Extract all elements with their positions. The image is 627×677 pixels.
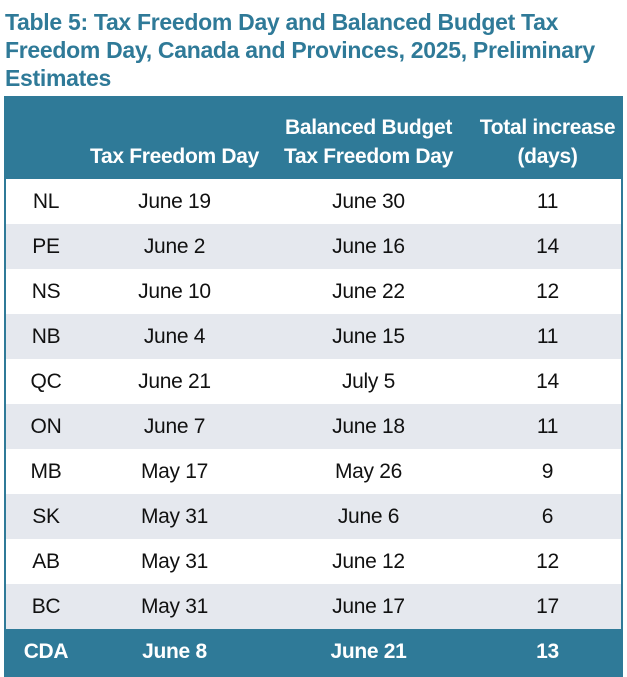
table-row: NS June 10 June 22 12: [6, 269, 621, 314]
cell-tax-freedom-day: June 19: [86, 179, 263, 224]
cell-region: QC: [6, 359, 86, 404]
cell-balanced-budget-tfd: July 5: [263, 359, 474, 404]
header-total-increase: Total increase (days): [474, 96, 621, 179]
cell-tax-freedom-day: May 31: [86, 584, 263, 629]
cell-total-increase: 17: [474, 584, 621, 629]
header-total-increase-line1: Total increase: [479, 116, 616, 139]
cell-region: NL: [6, 179, 86, 224]
cell-balanced-budget-tfd: June 30: [263, 179, 474, 224]
cell-region: PE: [6, 224, 86, 269]
header-balanced-budget-line2: Tax Freedom Day: [283, 145, 453, 168]
cell-region: BC: [6, 584, 86, 629]
cell-tax-freedom-day: June 2: [86, 224, 263, 269]
cell-total-increase: 12: [474, 269, 621, 314]
header-tax-freedom-day: Tax Freedom Day: [90, 145, 260, 168]
cell-total-increase: 11: [474, 179, 621, 224]
table-row: ON June 7 June 18 11: [6, 404, 621, 449]
header-balanced-budget-tfd: Balanced Budget Tax Freedom Day: [263, 96, 474, 179]
table-row: AB May 31 June 12 12: [6, 539, 621, 584]
table-container: Tax Freedom Day Balanced Budget Tax Free…: [4, 96, 623, 677]
table-row: BC May 31 June 17 17: [6, 584, 621, 629]
cell-balanced-budget-tfd: June 18: [263, 404, 474, 449]
table-row: NL June 19 June 30 11: [6, 179, 621, 224]
cell-balanced-budget-tfd: June 22: [263, 269, 474, 314]
cell-region: NS: [6, 269, 86, 314]
cell-total-increase: 14: [474, 359, 621, 404]
cell-balanced-budget-tfd: June 15: [263, 314, 474, 359]
table-row: PE June 2 June 16 14: [6, 224, 621, 269]
tax-freedom-table: Tax Freedom Day Balanced Budget Tax Free…: [6, 96, 621, 675]
cell-balanced-budget-tfd: June 21: [263, 629, 474, 675]
cell-tax-freedom-day: June 8: [86, 629, 263, 675]
cell-tax-freedom-day: May 17: [86, 449, 263, 494]
header-row: Tax Freedom Day Balanced Budget Tax Free…: [6, 96, 621, 179]
table-header: Tax Freedom Day Balanced Budget Tax Free…: [6, 96, 621, 179]
cell-total-increase: 9: [474, 449, 621, 494]
cell-region: ON: [6, 404, 86, 449]
cell-balanced-budget-tfd: June 6: [263, 494, 474, 539]
cell-tax-freedom-day: May 31: [86, 494, 263, 539]
cell-total-increase: 14: [474, 224, 621, 269]
table-row: MB May 17 May 26 9: [6, 449, 621, 494]
cell-tax-freedom-day: June 4: [86, 314, 263, 359]
cell-total-increase: 12: [474, 539, 621, 584]
cell-tax-freedom-day: June 10: [86, 269, 263, 314]
total-row: CDA June 8 June 21 13: [6, 629, 621, 675]
cell-balanced-budget-tfd: June 16: [263, 224, 474, 269]
cell-total-increase: 11: [474, 404, 621, 449]
header-region: [6, 96, 86, 179]
cell-balanced-budget-tfd: June 12: [263, 539, 474, 584]
cell-balanced-budget-tfd: May 26: [263, 449, 474, 494]
cell-balanced-budget-tfd: June 17: [263, 584, 474, 629]
cell-region: MB: [6, 449, 86, 494]
table-row: SK May 31 June 6 6: [6, 494, 621, 539]
cell-region: SK: [6, 494, 86, 539]
table-row: NB June 4 June 15 11: [6, 314, 621, 359]
cell-tax-freedom-day: May 31: [86, 539, 263, 584]
header-balanced-budget-line1: Balanced Budget: [284, 116, 453, 139]
table-title: Table 5: Tax Freedom Day and Balanced Bu…: [5, 9, 595, 91]
cell-tax-freedom-day: June 21: [86, 359, 263, 404]
cell-tax-freedom-day: June 7: [86, 404, 263, 449]
page: Table 5: Tax Freedom Day and Balanced Bu…: [4, 9, 623, 677]
cell-region: NB: [6, 314, 86, 359]
table-row: QC June 21 July 5 14: [6, 359, 621, 404]
cell-total-increase: 11: [474, 314, 621, 359]
cell-region: CDA: [6, 629, 86, 675]
header-total-increase-line2: (days): [517, 145, 578, 168]
cell-region: AB: [6, 539, 86, 584]
cell-total-increase: 13: [474, 629, 621, 675]
table-body: NL June 19 June 30 11 PE June 2 June 16 …: [6, 179, 621, 675]
cell-total-increase: 6: [474, 494, 621, 539]
